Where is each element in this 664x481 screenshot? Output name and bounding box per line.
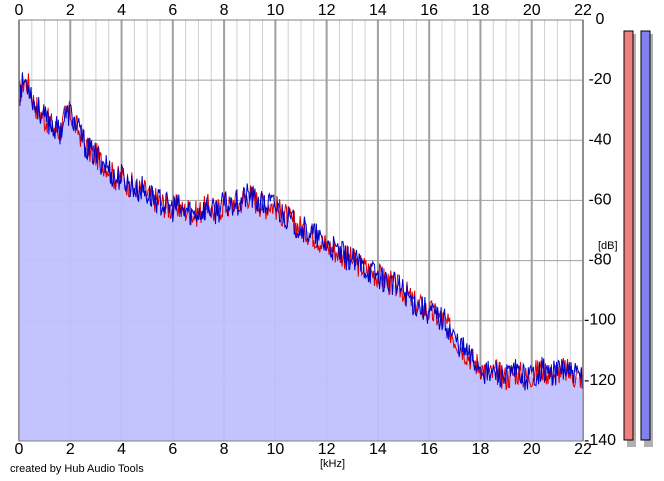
y-tick-label: 0 [596, 11, 605, 28]
y-ticks-right: 0 -20 -40 -60 -80 -100 -120 -140 [584, 11, 616, 449]
x-tick-label: 10 [266, 2, 284, 19]
x-tick-label: 18 [472, 441, 490, 458]
x-tick-label: 8 [220, 441, 229, 458]
x-tick-label: 4 [117, 2, 126, 19]
credit-text: created by Hub Audio Tools [10, 463, 144, 475]
x-tick-label: 6 [168, 441, 177, 458]
x-tick-label: 6 [168, 2, 177, 19]
y-tick-label: -100 [584, 312, 616, 329]
x-tick-label: 2 [66, 2, 75, 19]
y-tick-label: -60 [588, 191, 611, 208]
x-axis-label: [kHz] [320, 458, 346, 470]
meter-right [640, 30, 651, 441]
x-ticks-top: 0 2 4 6 8 10 12 14 16 18 20 22 [15, 2, 592, 19]
x-tick-label: 22 [574, 2, 592, 19]
spectrum-trace [18, 72, 584, 391]
x-tick-label: 22 [574, 441, 592, 458]
x-tick-label: 0 [15, 441, 24, 458]
y-tick-label: -120 [584, 372, 616, 389]
x-tick-label: 20 [523, 2, 541, 19]
x-tick-label: 0 [15, 2, 24, 19]
x-tick-label: 8 [220, 2, 229, 19]
y-tick-label: -140 [584, 432, 616, 449]
y-tick-label: -80 [588, 252, 611, 269]
x-tick-label: 16 [420, 2, 438, 19]
x-tick-label: 18 [472, 2, 490, 19]
y-axis-label: [dB] [598, 240, 618, 252]
x-tick-label: 4 [117, 441, 126, 458]
x-tick-label: 2 [66, 441, 75, 458]
y-tick-label: -40 [588, 131, 611, 148]
x-tick-label: 20 [523, 441, 541, 458]
x-tick-label: 12 [318, 2, 336, 19]
plot-area [18, 19, 584, 442]
x-tick-label: 10 [266, 441, 284, 458]
plot-border [18, 19, 584, 442]
y-tick-label: -20 [588, 71, 611, 88]
level-meters [623, 30, 653, 447]
x-tick-label: 14 [369, 441, 387, 458]
meter-left [623, 30, 634, 441]
x-tick-label: 14 [369, 2, 387, 19]
x-ticks-bottom: 0 2 4 6 8 10 12 14 16 18 20 22 [15, 441, 592, 458]
x-tick-label: 16 [420, 441, 438, 458]
spectrum-fill [19, 80, 583, 441]
x-tick-label: 12 [318, 441, 336, 458]
